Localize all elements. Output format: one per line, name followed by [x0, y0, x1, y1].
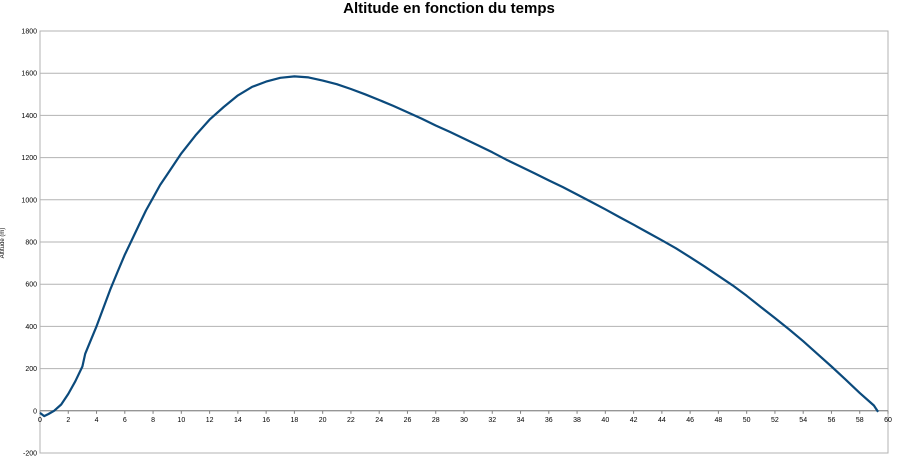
y-tick-label: 200: [25, 366, 37, 373]
x-tick-label: 8: [151, 417, 155, 424]
x-tick-label: 10: [177, 417, 185, 424]
x-tick-label: 54: [799, 417, 807, 424]
series-layer: [39, 75, 880, 418]
x-tick-label: 36: [545, 417, 553, 424]
x-tick-label: 40: [601, 417, 609, 424]
y-tick-labels: -200 0 200 400 600 800 1000 1200 1400 1600 1800: [21, 29, 37, 458]
x-tick-label: 12: [206, 417, 214, 424]
x-tick-label: 16: [262, 417, 270, 424]
x-tick-label: 30: [460, 417, 468, 424]
y-tick-label: 1600: [21, 71, 37, 78]
x-tick-label: 24: [375, 417, 383, 424]
x-tick-label: 18: [291, 417, 299, 424]
x-tick-label: 50: [743, 417, 751, 424]
y-tick-label: 400: [25, 324, 37, 331]
x-tick-label: 20: [319, 417, 327, 424]
x-tick-label: 2: [66, 417, 70, 424]
series-line: [39, 75, 880, 418]
y-tick-label: 0: [33, 408, 37, 415]
y-tick-label: 1200: [21, 155, 37, 162]
y-tick-label: 1400: [21, 113, 37, 120]
x-tick-label: 32: [488, 417, 496, 424]
x-tick-label: 14: [234, 417, 242, 424]
x-tick-label: 44: [658, 417, 666, 424]
x-tick-label: 22: [347, 417, 355, 424]
x-tick-label: 60: [884, 417, 892, 424]
x-tick-labels: 0 2 4 6 8 10 12 14 16 18 20 22 24 26 28 30 32 34 36 38 40 42 4…: [38, 417, 892, 424]
x-tick-label: 38: [573, 417, 581, 424]
x-tick-label: 28: [432, 417, 440, 424]
y-tick-label: 1800: [21, 29, 37, 36]
x-tick-label: 4: [95, 417, 99, 424]
x-tick-label: 42: [630, 417, 638, 424]
x-tick-label: 48: [715, 417, 723, 424]
y-tick-label: -200: [23, 451, 37, 458]
gridlines: [39, 30, 889, 454]
y-tick-label: 1000: [21, 197, 37, 204]
x-tick-label: 46: [686, 417, 694, 424]
x-tick-label: 52: [771, 417, 779, 424]
x-tick-label: 56: [828, 417, 836, 424]
x-tick-label: 0: [38, 417, 42, 424]
x-tick-label: 34: [517, 417, 525, 424]
y-tick-label: 800: [25, 240, 37, 247]
y-tick-label: 600: [25, 282, 37, 289]
plot-frame: [39, 30, 889, 454]
x-tick-label: 26: [404, 417, 412, 424]
x-tick-label: 58: [856, 417, 864, 424]
x-tick-label: 6: [123, 417, 127, 424]
chart-title: Altitude en fonction du temps: [343, 0, 555, 17]
